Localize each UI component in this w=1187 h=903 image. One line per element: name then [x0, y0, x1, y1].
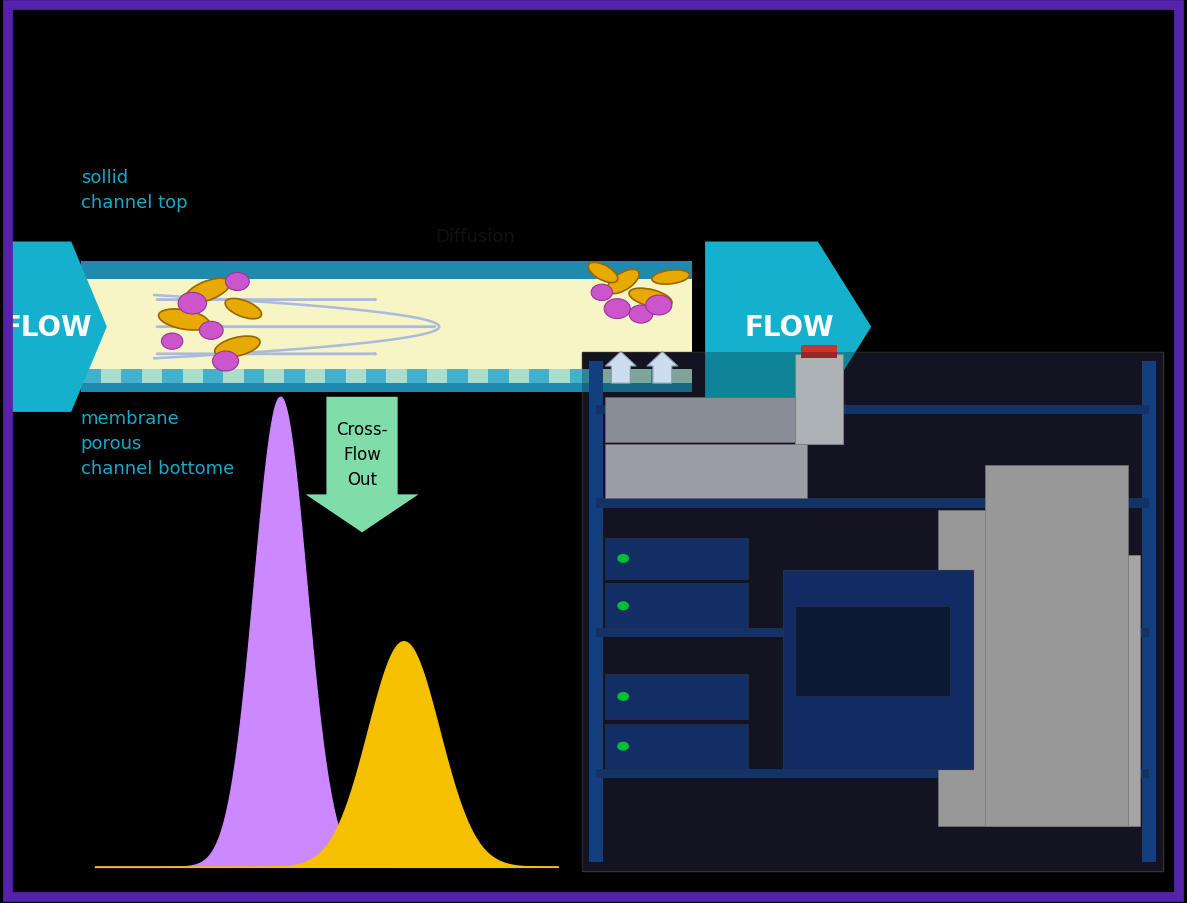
- Circle shape: [199, 322, 223, 340]
- Bar: [407, 369, 427, 384]
- Bar: [605, 583, 748, 628]
- Ellipse shape: [215, 337, 260, 358]
- Bar: [345, 369, 366, 384]
- Bar: [605, 538, 748, 579]
- Bar: [243, 369, 264, 384]
- Bar: [101, 369, 121, 384]
- Bar: [589, 361, 603, 862]
- FancyArrow shape: [605, 352, 636, 384]
- Bar: [508, 369, 529, 384]
- Bar: [938, 510, 1104, 826]
- Text: sollid
channel top: sollid channel top: [81, 169, 188, 212]
- Ellipse shape: [652, 271, 690, 284]
- Bar: [121, 369, 141, 384]
- Bar: [81, 369, 101, 384]
- Bar: [596, 405, 1149, 414]
- Bar: [550, 369, 570, 384]
- Bar: [447, 369, 468, 384]
- Text: Cross-
Flow
Out: Cross- Flow Out: [336, 420, 388, 489]
- Bar: [387, 369, 407, 384]
- Circle shape: [226, 273, 249, 291]
- Ellipse shape: [159, 310, 209, 330]
- Bar: [652, 369, 672, 384]
- Bar: [596, 498, 1149, 507]
- Circle shape: [617, 741, 629, 751]
- Circle shape: [212, 352, 239, 372]
- Bar: [582, 352, 1163, 871]
- Bar: [582, 352, 1163, 871]
- Bar: [488, 369, 508, 384]
- Circle shape: [178, 293, 207, 315]
- Bar: [325, 369, 345, 384]
- Bar: [605, 724, 748, 768]
- Bar: [985, 465, 1128, 826]
- Bar: [305, 369, 325, 384]
- Bar: [427, 369, 447, 384]
- Ellipse shape: [629, 289, 672, 308]
- Bar: [1142, 361, 1156, 862]
- Bar: [795, 607, 950, 697]
- Bar: [783, 571, 973, 768]
- Bar: [366, 369, 386, 384]
- Bar: [605, 674, 748, 719]
- Text: FLOW: FLOW: [2, 313, 93, 341]
- Bar: [672, 369, 692, 384]
- Circle shape: [646, 296, 672, 316]
- Bar: [142, 369, 163, 384]
- Bar: [596, 768, 1149, 777]
- Bar: [801, 345, 837, 358]
- Bar: [81, 384, 692, 393]
- Circle shape: [161, 334, 183, 349]
- Bar: [605, 444, 807, 498]
- Bar: [264, 369, 285, 384]
- Bar: [468, 369, 488, 384]
- Bar: [605, 397, 807, 443]
- Bar: [997, 555, 1140, 826]
- Bar: [610, 369, 631, 384]
- FancyArrow shape: [647, 352, 678, 384]
- Ellipse shape: [608, 270, 639, 294]
- Circle shape: [604, 300, 630, 319]
- Ellipse shape: [226, 299, 261, 320]
- Bar: [163, 369, 183, 384]
- Text: FLOW: FLOW: [744, 313, 834, 341]
- Bar: [81, 262, 692, 280]
- Bar: [203, 369, 223, 384]
- Bar: [596, 628, 1149, 638]
- Circle shape: [617, 692, 629, 701]
- Circle shape: [617, 601, 629, 610]
- Bar: [183, 369, 203, 384]
- Bar: [570, 369, 590, 384]
- Bar: [223, 369, 243, 384]
- Circle shape: [591, 285, 612, 301]
- Bar: [590, 369, 610, 384]
- Text: Diffusion: Diffusion: [434, 228, 515, 246]
- Bar: [631, 369, 652, 384]
- FancyArrow shape: [306, 397, 418, 533]
- Bar: [81, 262, 692, 393]
- Ellipse shape: [589, 263, 617, 284]
- Bar: [285, 369, 305, 384]
- Circle shape: [617, 554, 629, 563]
- Bar: [529, 369, 550, 384]
- Bar: [795, 354, 843, 444]
- Ellipse shape: [185, 279, 230, 303]
- Text: membrane
porous
channel bottome: membrane porous channel bottome: [81, 409, 234, 477]
- FancyArrow shape: [705, 242, 871, 413]
- Circle shape: [629, 305, 653, 323]
- FancyArrow shape: [9, 242, 107, 413]
